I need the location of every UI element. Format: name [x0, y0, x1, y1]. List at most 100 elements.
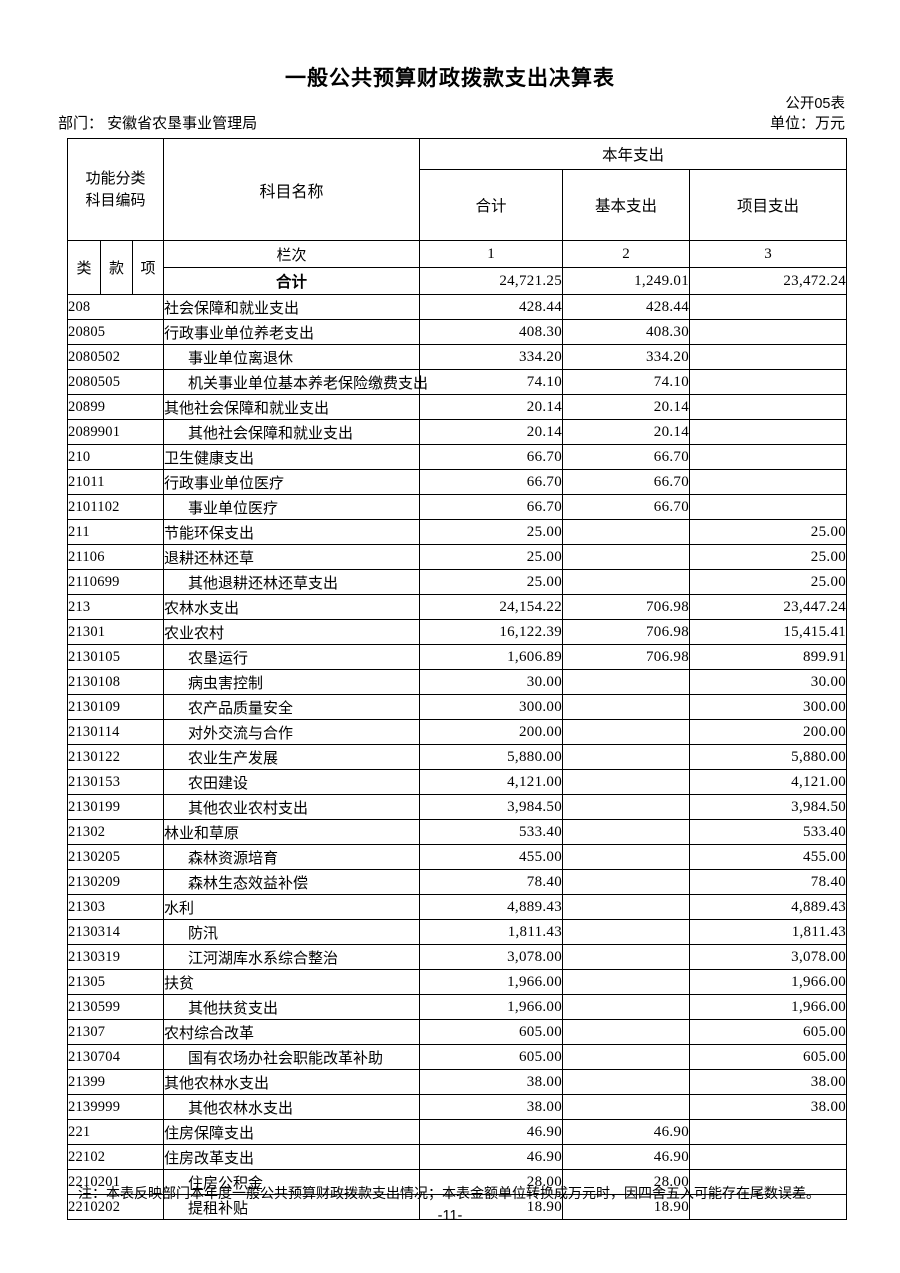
- subheader-total: 合计: [419, 169, 564, 241]
- row-total: 66.70: [419, 469, 564, 495]
- row-total: 300.00: [419, 694, 564, 720]
- row-basic: 706.98: [562, 594, 691, 620]
- row-code: 2130314: [66, 919, 165, 945]
- row-name: 农产品质量安全: [163, 694, 421, 720]
- row-basic: [562, 1069, 691, 1095]
- row-basic: 66.70: [562, 469, 691, 495]
- row-basic: 66.70: [562, 494, 691, 520]
- table-row: 2130209 森林生态效益补偿 78.40 78.40: [66, 869, 848, 895]
- row-project: 4,121.00: [689, 769, 848, 795]
- row-code: 2130704: [66, 1044, 165, 1070]
- row-basic: [562, 769, 691, 795]
- row-code: 2210201: [66, 1169, 165, 1195]
- row-total: 428.44: [419, 294, 564, 320]
- row-total: 24,154.22: [419, 594, 564, 620]
- budget-table-wrap: 功能分类 科目编码 科目名称 本年支出 合计 基本支出 项目支出 类 款 项 栏…: [66, 138, 848, 1220]
- row-basic: [562, 994, 691, 1020]
- row-code: 2130114: [66, 719, 165, 745]
- row-name: 其他社会保障和就业支出: [163, 419, 421, 445]
- row-code: 2130105: [66, 644, 165, 670]
- row-basic: 18.90: [562, 1194, 691, 1220]
- row-project: 200.00: [689, 719, 848, 745]
- row-code: 21301: [66, 619, 165, 645]
- row-project: [689, 444, 848, 470]
- row-code: 2210202: [66, 1194, 165, 1220]
- row-project: 23,447.24: [689, 594, 848, 620]
- row-total: 78.40: [419, 869, 564, 895]
- row-name: 其他农林水支出: [163, 1094, 421, 1120]
- row-name: 农业农村: [163, 619, 421, 645]
- table-row: 2130105 农垦运行 1,606.89 706.98 899.91: [66, 644, 848, 670]
- row-total: 16,122.39: [419, 619, 564, 645]
- row-basic: [562, 544, 691, 570]
- row-name: 提租补贴: [163, 1194, 421, 1220]
- row-total: 605.00: [419, 1044, 564, 1070]
- row-name: 农田建设: [163, 769, 421, 795]
- row-total: 25.00: [419, 544, 564, 570]
- row-total: 46.90: [419, 1144, 564, 1170]
- row-project: 899.91: [689, 644, 848, 670]
- row-project: 5,880.00: [689, 744, 848, 770]
- budget-table: 功能分类 科目编码 科目名称 本年支出 合计 基本支出 项目支出 类 款 项 栏…: [66, 138, 848, 1220]
- row-name: 住房公积金: [163, 1169, 421, 1195]
- row-name: 社会保障和就业支出: [163, 294, 421, 320]
- row-basic: [562, 844, 691, 870]
- row-name: 农林水支出: [163, 594, 421, 620]
- row-total: 605.00: [419, 1019, 564, 1045]
- rowno-label: 栏次: [163, 240, 421, 268]
- table-row: 213 农林水支出 24,154.22 706.98 23,447.24: [66, 594, 848, 620]
- row-code: 21307: [66, 1019, 165, 1045]
- table-row: 2130108 病虫害控制 30.00 30.00: [66, 669, 848, 695]
- subheader-project: 项目支出: [689, 169, 848, 241]
- column-number-row: 类 款 项 栏次 1 2 3: [67, 240, 848, 295]
- table-row: 21301 农业农村 16,122.39 706.98 15,415.41: [66, 619, 848, 645]
- row-code: 2130209: [66, 869, 165, 895]
- year-expenditure-header: 本年支出: [419, 138, 848, 170]
- row-code: 2130319: [66, 944, 165, 970]
- row-name: 住房改革支出: [163, 1144, 421, 1170]
- row-basic: 46.90: [562, 1144, 691, 1170]
- row-basic: [562, 519, 691, 545]
- row-code: 2130153: [66, 769, 165, 795]
- row-code: 21303: [66, 894, 165, 920]
- row-code: 21302: [66, 819, 165, 845]
- row-code: 22102: [66, 1144, 165, 1170]
- row-project: [689, 294, 848, 320]
- table-row: 221 住房保障支出 46.90 46.90: [66, 1119, 848, 1145]
- table-row: 20899 其他社会保障和就业支出 20.14 20.14: [66, 394, 848, 420]
- row-code: 2139999: [66, 1094, 165, 1120]
- table-header-row-2: 合计 基本支出 项目支出: [68, 169, 848, 241]
- row-project: [689, 469, 848, 495]
- row-project: [689, 1169, 848, 1195]
- row-name: 扶贫: [163, 969, 421, 995]
- row-code: 21399: [66, 1069, 165, 1095]
- table-row: 2080502 事业单位离退休 334.20 334.20: [66, 344, 848, 370]
- row-basic: [562, 894, 691, 920]
- row-name: 农村综合改革: [163, 1019, 421, 1045]
- table-row: 2130704 国有农场办社会职能改革补助 605.00 605.00: [66, 1044, 848, 1070]
- row-total: 200.00: [419, 719, 564, 745]
- row-basic: 428.44: [562, 294, 691, 320]
- row-project: 3,984.50: [689, 794, 848, 820]
- row-name: 农垦运行: [163, 644, 421, 670]
- table-row: 2130109 农产品质量安全 300.00 300.00: [66, 694, 848, 720]
- row-project: [689, 419, 848, 445]
- code-sub-header-xiang: 项: [131, 240, 165, 295]
- row-basic: [562, 869, 691, 895]
- row-total: 20.14: [419, 394, 564, 420]
- row-code: 2130122: [66, 744, 165, 770]
- row-name: 其他退耕还林还草支出: [163, 569, 421, 595]
- row-project: [689, 1119, 848, 1145]
- row-code: 2080502: [66, 344, 165, 370]
- row-code: 21305: [66, 969, 165, 995]
- table-row: 21302 林业和草原 533.40 533.40: [66, 819, 848, 845]
- row-basic: 20.14: [562, 419, 691, 445]
- code-group-header: 功能分类 科目编码: [66, 138, 165, 241]
- grand-total-project: 23,472.24: [689, 267, 848, 295]
- rowno-2: 2: [562, 240, 691, 268]
- row-total: 1,966.00: [419, 994, 564, 1020]
- row-name: 退耕还林还草: [163, 544, 421, 570]
- row-basic: [562, 1044, 691, 1070]
- row-total: 25.00: [419, 569, 564, 595]
- row-project: 605.00: [689, 1019, 848, 1045]
